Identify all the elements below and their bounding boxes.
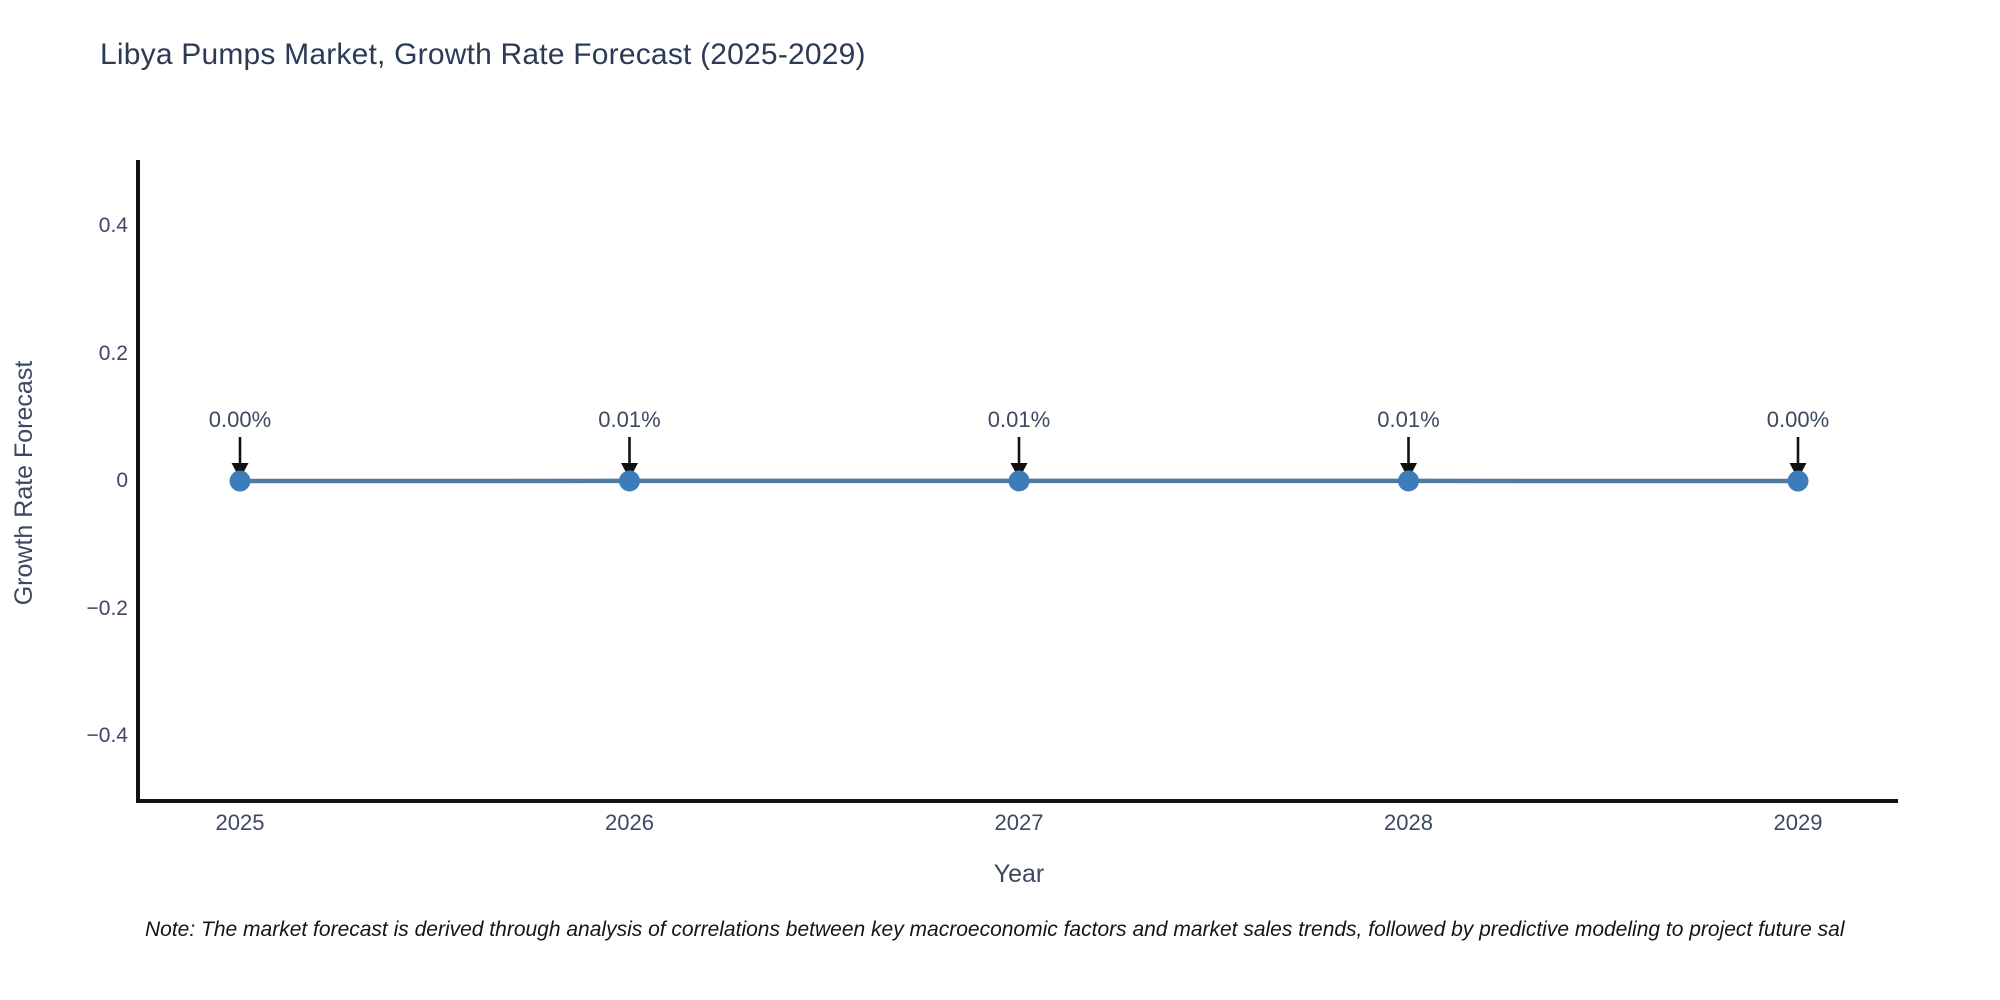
y-tick-label: 0.4 xyxy=(98,214,128,237)
point-annotation: 0.01% xyxy=(598,407,661,432)
y-tick-label: −0.4 xyxy=(86,724,128,747)
x-axis-title: Year xyxy=(993,860,1045,888)
point-annotation: 0.01% xyxy=(987,407,1051,432)
data-point-marker xyxy=(1398,470,1419,492)
x-tick-label: 2027 xyxy=(994,810,1044,835)
y-tick-label: 0 xyxy=(116,469,128,492)
point-annotation: 0.00% xyxy=(208,407,272,432)
x-tick-label: 2028 xyxy=(1384,810,1433,835)
data-point-marker xyxy=(619,470,640,492)
point-annotation: 0.01% xyxy=(1377,407,1440,432)
data-point-marker xyxy=(1008,470,1030,492)
data-point-marker xyxy=(229,470,251,492)
x-tick-label: 2026 xyxy=(605,810,654,835)
footnote: Note: The market forecast is derived thr… xyxy=(145,918,1845,941)
data-point-marker xyxy=(1787,470,1809,492)
y-tick-label: 0.2 xyxy=(98,341,128,365)
y-tick-label: −0.2 xyxy=(86,596,128,620)
x-tick-label: 2029 xyxy=(1773,810,1823,835)
chart-title: Libya Pumps Market, Growth Rate Forecast… xyxy=(100,38,866,71)
point-annotation: 0.00% xyxy=(1766,407,1830,432)
axes-spines xyxy=(136,160,1898,803)
x-tick-label: 2025 xyxy=(215,810,265,835)
